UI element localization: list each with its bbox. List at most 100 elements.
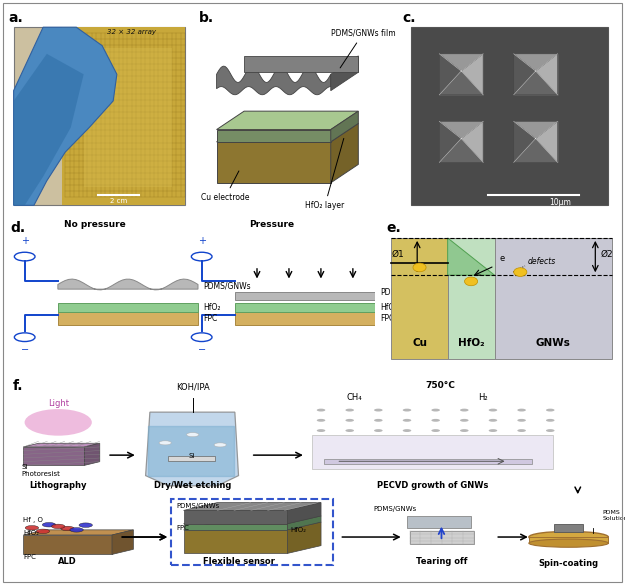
Polygon shape bbox=[439, 139, 483, 162]
Polygon shape bbox=[58, 279, 198, 290]
Circle shape bbox=[518, 429, 526, 432]
Polygon shape bbox=[536, 54, 558, 95]
Polygon shape bbox=[514, 71, 558, 95]
Polygon shape bbox=[146, 412, 239, 486]
Polygon shape bbox=[244, 56, 358, 72]
Text: HfO₂ layer: HfO₂ layer bbox=[305, 139, 344, 210]
Circle shape bbox=[317, 409, 326, 411]
Circle shape bbox=[546, 419, 554, 422]
Polygon shape bbox=[23, 447, 84, 466]
Circle shape bbox=[214, 443, 226, 447]
FancyBboxPatch shape bbox=[529, 537, 608, 543]
Text: Ø2: Ø2 bbox=[601, 250, 613, 259]
Polygon shape bbox=[288, 503, 321, 524]
Circle shape bbox=[374, 429, 382, 432]
Text: −: − bbox=[198, 345, 206, 355]
Polygon shape bbox=[184, 503, 321, 510]
Circle shape bbox=[518, 409, 526, 411]
Polygon shape bbox=[439, 54, 461, 95]
Polygon shape bbox=[514, 54, 558, 71]
Circle shape bbox=[546, 409, 554, 411]
Polygon shape bbox=[514, 139, 558, 162]
Circle shape bbox=[489, 419, 498, 422]
FancyBboxPatch shape bbox=[494, 238, 612, 359]
Text: PDMS/GNWs: PDMS/GNWs bbox=[381, 288, 428, 297]
Polygon shape bbox=[217, 142, 331, 183]
Polygon shape bbox=[14, 54, 84, 205]
Polygon shape bbox=[439, 54, 483, 71]
Text: Spin-coating: Spin-coating bbox=[539, 559, 599, 567]
Text: f.: f. bbox=[12, 380, 23, 393]
Text: defects: defects bbox=[528, 257, 556, 266]
Text: Flexible sensor: Flexible sensor bbox=[202, 557, 274, 566]
Text: d.: d. bbox=[10, 221, 25, 235]
Circle shape bbox=[42, 522, 56, 527]
Polygon shape bbox=[461, 54, 483, 95]
Text: HfO₂: HfO₂ bbox=[381, 303, 398, 312]
Text: PDMS/GNWs film: PDMS/GNWs film bbox=[331, 29, 396, 68]
Circle shape bbox=[346, 429, 354, 432]
Circle shape bbox=[159, 441, 171, 445]
Polygon shape bbox=[23, 530, 133, 535]
Text: GNWs: GNWs bbox=[536, 339, 571, 349]
Circle shape bbox=[70, 528, 83, 532]
Circle shape bbox=[464, 277, 478, 285]
Circle shape bbox=[374, 409, 382, 411]
Circle shape bbox=[51, 524, 65, 529]
Polygon shape bbox=[288, 522, 321, 553]
Circle shape bbox=[431, 419, 440, 422]
FancyBboxPatch shape bbox=[439, 122, 483, 162]
Text: FPC: FPC bbox=[23, 553, 36, 559]
Polygon shape bbox=[331, 56, 358, 91]
Circle shape bbox=[413, 263, 426, 272]
Circle shape bbox=[489, 409, 498, 411]
FancyBboxPatch shape bbox=[409, 531, 474, 544]
Circle shape bbox=[191, 252, 212, 261]
Circle shape bbox=[431, 409, 440, 411]
Circle shape bbox=[79, 523, 92, 528]
Polygon shape bbox=[217, 66, 331, 95]
Polygon shape bbox=[184, 522, 321, 530]
Text: HfO₂: HfO₂ bbox=[291, 527, 306, 533]
Text: Cu: Cu bbox=[412, 339, 427, 349]
Circle shape bbox=[187, 433, 199, 436]
Circle shape bbox=[346, 419, 354, 422]
Polygon shape bbox=[288, 516, 321, 530]
FancyBboxPatch shape bbox=[391, 238, 448, 359]
Circle shape bbox=[36, 529, 49, 534]
Text: 2 cm: 2 cm bbox=[110, 198, 128, 204]
Text: HfO₂: HfO₂ bbox=[23, 531, 39, 536]
Circle shape bbox=[514, 268, 527, 277]
FancyBboxPatch shape bbox=[235, 292, 375, 300]
Text: CH₄: CH₄ bbox=[347, 393, 362, 402]
Polygon shape bbox=[217, 111, 358, 130]
FancyBboxPatch shape bbox=[514, 122, 558, 162]
Circle shape bbox=[317, 429, 326, 432]
Text: e.: e. bbox=[387, 221, 401, 235]
Text: +: + bbox=[21, 236, 29, 246]
Text: Dry/Wet etching: Dry/Wet etching bbox=[154, 481, 231, 490]
Text: Lithography: Lithography bbox=[29, 481, 87, 490]
Polygon shape bbox=[461, 122, 483, 162]
Circle shape bbox=[191, 333, 212, 342]
Circle shape bbox=[402, 409, 411, 411]
Text: Hf , O: Hf , O bbox=[23, 517, 43, 522]
FancyBboxPatch shape bbox=[84, 48, 172, 187]
Polygon shape bbox=[184, 516, 321, 524]
Circle shape bbox=[460, 429, 469, 432]
FancyBboxPatch shape bbox=[235, 303, 375, 312]
Circle shape bbox=[346, 409, 354, 411]
Polygon shape bbox=[184, 510, 288, 524]
Circle shape bbox=[25, 525, 39, 530]
Polygon shape bbox=[514, 122, 558, 139]
FancyBboxPatch shape bbox=[411, 27, 608, 205]
Polygon shape bbox=[448, 238, 494, 275]
Text: PDMS/GNWs: PDMS/GNWs bbox=[176, 503, 219, 510]
Polygon shape bbox=[217, 123, 358, 142]
Circle shape bbox=[374, 419, 382, 422]
Text: a.: a. bbox=[8, 11, 23, 25]
Ellipse shape bbox=[529, 531, 608, 543]
Text: H₂: H₂ bbox=[478, 393, 488, 402]
Text: 32 × 32 array: 32 × 32 array bbox=[107, 29, 156, 35]
Polygon shape bbox=[331, 111, 358, 142]
